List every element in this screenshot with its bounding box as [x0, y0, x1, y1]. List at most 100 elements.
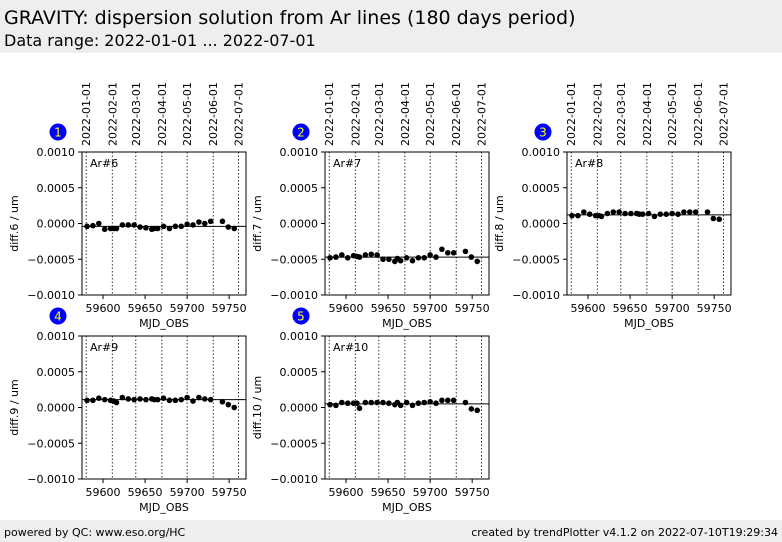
x-tick-label: 59700	[655, 302, 690, 315]
data-point	[90, 222, 96, 229]
x-tick-label: 59700	[413, 486, 448, 499]
data-point	[610, 209, 617, 215]
data-point	[415, 255, 422, 261]
date-tick-label: 2022-04-01	[641, 82, 654, 146]
data-point	[581, 209, 587, 215]
date-tick-label: 2022-01-01	[323, 82, 336, 146]
data-point	[681, 209, 687, 215]
data-point	[474, 407, 481, 414]
y-tick-label: −0.0010	[270, 473, 318, 486]
data-point	[160, 395, 167, 402]
data-point	[166, 397, 173, 404]
data-point	[160, 223, 167, 230]
panel-4: −0.0010 −0.0005 0.0000 0.0005 0.0010 59600 596…	[8, 307, 247, 514]
panel-label: Ar#10	[333, 341, 368, 354]
data-point	[131, 222, 137, 228]
data-point	[154, 396, 161, 403]
data-point	[450, 250, 457, 256]
data-point	[172, 223, 179, 230]
data-point	[113, 225, 120, 232]
data-point	[190, 398, 196, 404]
data-point	[333, 402, 339, 409]
data-point	[403, 255, 410, 261]
x-tick-label: 59700	[170, 302, 205, 315]
date-tick-label: 2022-06-01	[450, 82, 463, 146]
date-tick-label: 2022-03-01	[615, 82, 628, 146]
data-point	[421, 255, 428, 261]
y-axis-label: diff.10 / um	[251, 376, 264, 440]
x-axis-label: MJD_OBS	[139, 317, 189, 330]
data-point	[444, 397, 451, 404]
date-tick-label: 2022-05-01	[424, 82, 437, 146]
data-point	[704, 209, 711, 215]
x-tick-label: 59650	[128, 302, 163, 315]
panel-number: 5	[297, 310, 305, 324]
axes-frame	[324, 335, 490, 480]
x-tick-label: 59700	[413, 302, 448, 315]
panel-3: 2022-01-01 2022-02-01 2022-03-01 2022-04-01…	[493, 82, 732, 330]
y-tick-label: −0.0005	[27, 437, 75, 450]
footer-powered-by: powered by QC: www.eso.org/HC	[4, 526, 186, 539]
y-tick-label: 0.0010	[37, 330, 76, 343]
y-tick-label: 0.0000	[280, 218, 319, 231]
date-tick-label: 2022-02-01	[106, 82, 119, 146]
panel-number: 1	[54, 126, 62, 140]
data-point	[409, 402, 416, 409]
panel-5: −0.0010 −0.0005 0.0000 0.0005 0.0010 59600 596…	[251, 307, 490, 514]
data-point	[569, 212, 575, 219]
x-tick-label: 59600	[329, 302, 364, 315]
y-tick-label: −0.0010	[27, 289, 75, 302]
data-point	[374, 399, 380, 406]
data-point	[231, 225, 238, 232]
panel-label: Ar#6	[90, 157, 118, 170]
header: GRAVITY: dispersion solution from Ar lin…	[0, 0, 782, 53]
date-tick-label: 2022-02-01	[591, 82, 604, 146]
data-point	[433, 400, 439, 407]
data-point	[462, 248, 469, 255]
data-point	[380, 399, 386, 406]
date-tick-label: 2022-06-01	[207, 82, 220, 146]
date-tick-label: 2022-03-01	[373, 82, 386, 146]
x-tick-label: 59750	[455, 486, 490, 499]
x-tick-label: 59700	[170, 486, 205, 499]
date-tick-label: 2022-02-01	[349, 82, 362, 146]
y-tick-label: 0.0000	[37, 218, 76, 231]
data-point	[333, 254, 339, 260]
y-tick-label: 0.0005	[522, 182, 561, 195]
data-point	[201, 396, 208, 402]
data-point	[178, 396, 185, 403]
data-point	[201, 220, 208, 227]
data-point	[575, 212, 581, 219]
y-tick-label: 0.0005	[280, 182, 319, 195]
date-tick-label: 2022-07-01	[232, 82, 245, 146]
data-point	[196, 394, 202, 401]
data-point	[84, 397, 90, 404]
data-point	[462, 399, 469, 406]
data-point	[339, 399, 345, 406]
y-tick-label: 0.0010	[37, 146, 76, 159]
page-title: GRAVITY: dispersion solution from Ar lin…	[4, 7, 576, 29]
panel-number-badge	[292, 307, 310, 325]
data-point	[119, 222, 126, 228]
data-point	[415, 400, 422, 407]
y-tick-label: 0.0000	[522, 218, 561, 231]
y-tick-label: 0.0010	[280, 330, 319, 343]
data-point	[716, 216, 723, 223]
data-point	[125, 222, 132, 228]
page-subtitle: Data range: 2022-01-01 ... 2022-07-01	[4, 31, 316, 50]
data-point	[651, 213, 658, 220]
data-point	[207, 218, 214, 225]
data-point	[675, 211, 681, 218]
data-point	[172, 397, 179, 404]
data-point	[327, 401, 333, 408]
data-point	[90, 397, 96, 404]
data-point	[131, 396, 137, 403]
x-tick-label: 59750	[697, 302, 732, 315]
y-tick-label: −0.0010	[270, 289, 318, 302]
x-tick-label: 59750	[212, 302, 247, 315]
data-point	[669, 210, 675, 217]
data-point	[101, 226, 108, 233]
data-point	[184, 394, 190, 401]
date-tick-label: 2022-01-01	[80, 82, 93, 146]
